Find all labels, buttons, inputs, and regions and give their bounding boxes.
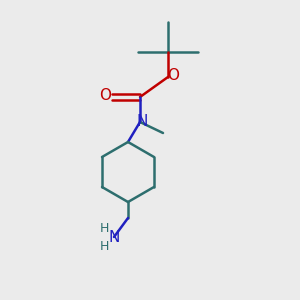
Text: N: N [108, 230, 120, 244]
Text: N: N [136, 113, 148, 128]
Text: H: H [99, 223, 109, 236]
Text: H: H [99, 239, 109, 253]
Text: O: O [167, 68, 179, 83]
Text: O: O [99, 88, 111, 104]
